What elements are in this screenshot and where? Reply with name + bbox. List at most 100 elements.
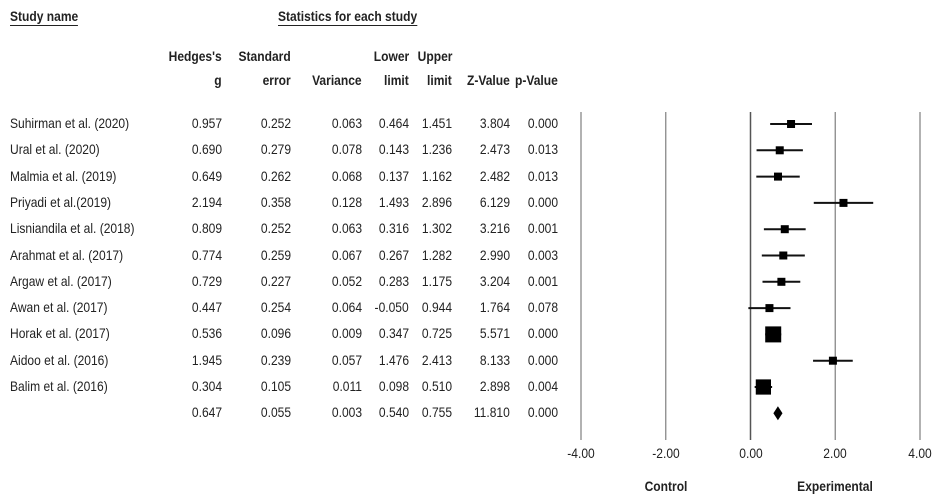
table-cell: 2.896 bbox=[421, 193, 452, 210]
study-name: Aidoo et al. (2016) bbox=[10, 351, 109, 368]
x-tick-label: -4.00 bbox=[567, 445, 595, 461]
table-cell: 1.764 bbox=[479, 299, 510, 316]
table-cell: 1.451 bbox=[421, 115, 452, 131]
table-cell: 0.536 bbox=[191, 325, 222, 342]
study-name: Suhirman et al. (2020) bbox=[10, 115, 130, 131]
summary-cell: 0.000 bbox=[527, 404, 558, 421]
effect-size-marker bbox=[777, 277, 786, 286]
table-cell: 0.000 bbox=[527, 115, 558, 131]
table-cell: 0.283 bbox=[378, 272, 409, 289]
table-cell: 0.137 bbox=[378, 167, 409, 184]
column-header: Variance bbox=[312, 72, 362, 88]
summary-cell: 11.810 bbox=[474, 404, 510, 421]
x-tick-label: -2.00 bbox=[652, 445, 680, 461]
summary-cell: 0.055 bbox=[260, 404, 291, 421]
table-cell: 0.347 bbox=[378, 325, 409, 342]
effect-size-marker bbox=[775, 146, 784, 155]
summary-cell: 0.647 bbox=[191, 404, 222, 421]
column-header: limit bbox=[384, 72, 409, 88]
table-cell: 0.774 bbox=[191, 246, 222, 263]
study-name: Lisniandila et al. (2018) bbox=[10, 220, 135, 237]
x-tick-label: 4.00 bbox=[908, 445, 932, 461]
table-cell: 0.510 bbox=[421, 378, 452, 394]
study-name-header: Study name bbox=[10, 8, 79, 26]
table-cell: 0.052 bbox=[331, 272, 362, 289]
table-cell: 0.098 bbox=[378, 378, 409, 394]
table-cell: 0.262 bbox=[260, 167, 291, 184]
table-cell: 0.649 bbox=[191, 167, 222, 184]
column-header: error bbox=[262, 72, 291, 88]
table-cell: 0.358 bbox=[260, 193, 291, 210]
effect-size-marker bbox=[780, 225, 789, 234]
table-cell: 0.068 bbox=[331, 167, 362, 184]
table-cell: 0.254 bbox=[260, 299, 291, 316]
table-cell: 0.001 bbox=[527, 272, 558, 289]
effect-size-marker bbox=[787, 120, 796, 128]
table-cell: 0.304 bbox=[191, 378, 222, 394]
table-cell: 0.227 bbox=[260, 272, 291, 289]
table-cell: 0.690 bbox=[191, 141, 222, 158]
column-header: limit bbox=[427, 72, 452, 88]
table-cell: 0.729 bbox=[191, 272, 222, 289]
column-header: Standard bbox=[238, 48, 291, 64]
table-cell: 0.725 bbox=[421, 325, 452, 342]
table-cell: 3.804 bbox=[479, 115, 510, 131]
table-cell: 1.236 bbox=[421, 141, 452, 158]
effect-size-marker bbox=[839, 198, 848, 207]
study-name: Malmia et al. (2019) bbox=[10, 167, 117, 184]
table-cell: 0.000 bbox=[527, 325, 558, 342]
table-cell: 0.000 bbox=[527, 351, 558, 368]
table-cell: 0.001 bbox=[527, 220, 558, 237]
table-cell: 0.316 bbox=[378, 220, 409, 237]
table-cell: 0.464 bbox=[378, 115, 409, 131]
table-cell: 8.133 bbox=[479, 351, 510, 368]
table-cell: 0.105 bbox=[260, 378, 291, 394]
effect-size-marker bbox=[765, 304, 774, 313]
effect-size-marker bbox=[774, 172, 783, 181]
effect-size-marker bbox=[828, 356, 837, 365]
table-cell: 0.447 bbox=[191, 299, 222, 316]
summary-cell: 0.540 bbox=[378, 404, 409, 421]
table-cell: 1.162 bbox=[421, 167, 452, 184]
study-name: Argaw et al. (2017) bbox=[10, 272, 112, 289]
table-cell: 3.216 bbox=[479, 220, 510, 237]
table-cell: 0.013 bbox=[527, 167, 558, 184]
table-cell: 0.957 bbox=[191, 115, 222, 131]
table-cell: 0.252 bbox=[260, 115, 291, 131]
study-name: Awan et al. (2017) bbox=[10, 299, 108, 316]
column-header: Hedges's bbox=[168, 48, 222, 64]
table-cell: 3.204 bbox=[479, 272, 510, 289]
table-cell: 0.259 bbox=[260, 246, 291, 263]
table-cell: 0.267 bbox=[378, 246, 409, 263]
table-cell: 0.128 bbox=[331, 193, 362, 210]
summary-cell: 0.755 bbox=[421, 404, 452, 421]
table-cell: 0.252 bbox=[260, 220, 291, 237]
experimental-label: Experimental bbox=[797, 478, 873, 494]
study-name: Ural et al. (2020) bbox=[10, 141, 100, 158]
column-header: g bbox=[214, 72, 222, 88]
x-tick-label: 0.00 bbox=[738, 445, 763, 461]
study-name: Arahmat et al. (2017) bbox=[10, 246, 124, 263]
summary-diamond bbox=[773, 406, 783, 421]
table-cell: 0.013 bbox=[527, 141, 558, 158]
table-cell: 0.096 bbox=[260, 325, 291, 342]
control-label: Control bbox=[644, 478, 688, 494]
statistics-header: Statistics for each study bbox=[278, 8, 418, 26]
table-cell: 2.482 bbox=[479, 167, 510, 184]
table-cell: 0.063 bbox=[331, 220, 362, 237]
table-cell: 0.279 bbox=[260, 141, 291, 158]
study-name: Balim et al. (2016) bbox=[10, 378, 108, 394]
table-cell: 0.063 bbox=[331, 115, 362, 131]
table-cell: 2.473 bbox=[479, 141, 510, 158]
table-cell: 0.078 bbox=[527, 299, 558, 316]
summary-cell: 0.003 bbox=[331, 404, 362, 421]
column-header: Z-Value bbox=[467, 72, 510, 88]
table-cell: 1.175 bbox=[421, 272, 452, 289]
table-cell: 0.000 bbox=[527, 193, 558, 210]
table-cell: 5.571 bbox=[479, 325, 510, 342]
column-header: Lower bbox=[373, 48, 409, 64]
study-name: Priyadi et al.(2019) bbox=[10, 193, 112, 210]
table-cell: 1.282 bbox=[421, 246, 452, 263]
table-cell: 0.004 bbox=[527, 378, 558, 394]
